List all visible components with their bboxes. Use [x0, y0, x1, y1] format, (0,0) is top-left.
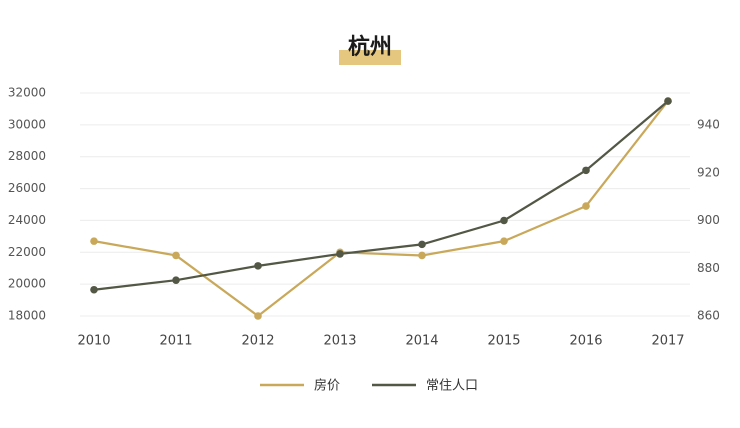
data-point — [418, 251, 426, 260]
data-point — [254, 262, 262, 270]
y-right-tick-label: 940 — [697, 118, 720, 132]
x-tick-label: 2016 — [569, 334, 602, 349]
x-tick-label: 2017 — [651, 334, 684, 349]
y-right-tick-label: 880 — [697, 261, 720, 275]
data-point — [172, 276, 180, 284]
x-tick-label: 2012 — [241, 334, 274, 349]
y-left-tick-label: 18000 — [8, 309, 46, 323]
data-point — [418, 240, 426, 249]
series-line-1 — [93, 100, 669, 318]
data-point — [172, 251, 180, 260]
y-left-tick-label: 24000 — [8, 213, 46, 227]
x-tick-label: 2014 — [405, 334, 438, 349]
data-point — [254, 312, 262, 320]
data-point — [90, 237, 98, 245]
y-left-tick-label: 22000 — [8, 245, 46, 259]
y-right-tick-label: 860 — [697, 309, 720, 323]
data-point — [582, 202, 590, 210]
series-line-2 — [93, 100, 669, 291]
y-left-tick-label: 20000 — [8, 277, 46, 291]
y-right-tick-label: 900 — [697, 213, 720, 227]
y-left-tick-label: 26000 — [8, 181, 46, 195]
x-tick-label: 2010 — [77, 334, 110, 349]
x-tick-label: 2015 — [487, 334, 520, 349]
legend-label-1: 房价 — [314, 378, 340, 394]
data-point — [500, 237, 508, 245]
title-highlight — [339, 50, 401, 65]
y-left-tick-label: 30000 — [8, 117, 46, 131]
y-left-tick-label: 28000 — [8, 149, 46, 163]
data-point — [664, 97, 672, 105]
data-point — [336, 250, 344, 258]
x-tick-label: 2013 — [323, 334, 356, 349]
data-point — [500, 216, 508, 225]
x-tick-label: 2011 — [159, 334, 192, 349]
chart-title-block: 杭州 — [339, 33, 401, 67]
y-right-tick-label: 920 — [697, 165, 720, 179]
data-point — [90, 285, 98, 294]
legend-label-2: 常住人口 — [426, 379, 478, 394]
data-point — [582, 166, 590, 175]
y-left-tick-label: 32000 — [8, 86, 46, 100]
chart-title: 杭州 — [347, 35, 392, 60]
